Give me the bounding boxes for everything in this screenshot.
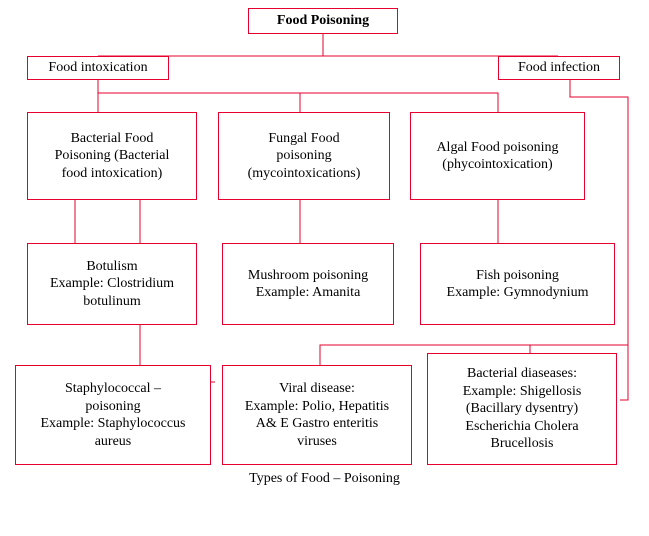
node-fish: Fish poisoningExample: Gymnodynium bbox=[420, 243, 615, 325]
node-label: Fish poisoningExample: Gymnodynium bbox=[447, 267, 589, 302]
node-label: Food infection bbox=[518, 59, 600, 77]
node-label: Fungal Foodpoisoning(mycointoxications) bbox=[248, 130, 361, 183]
node-food-infection: Food infection bbox=[498, 56, 620, 80]
node-algal: Algal Food poisoning(phycointoxication) bbox=[410, 112, 585, 200]
node-botulism: BotulismExample: Clostridiumbotulinum bbox=[27, 243, 197, 325]
node-bacterial-intox: Bacterial FoodPoisoning (Bacterialfood i… bbox=[27, 112, 197, 200]
node-label: Bacterial diaseases:Example: Shigellosis… bbox=[463, 365, 582, 453]
node-label: Bacterial FoodPoisoning (Bacterialfood i… bbox=[55, 130, 170, 183]
node-food-intoxication: Food intoxication bbox=[27, 56, 169, 80]
node-viral: Viral disease:Example: Polio, HepatitisA… bbox=[222, 365, 412, 465]
node-label: Food intoxication bbox=[48, 59, 147, 77]
node-root: Food Poisoning bbox=[248, 8, 398, 34]
node-mushroom: Mushroom poisoningExample: Amanita bbox=[222, 243, 394, 325]
node-staphylococcal: Staphylococcal –poisoningExample: Staphy… bbox=[15, 365, 211, 465]
node-bacterial-diseases: Bacterial diaseases:Example: Shigellosis… bbox=[427, 353, 617, 465]
node-fungal: Fungal Foodpoisoning(mycointoxications) bbox=[218, 112, 390, 200]
diagram-caption: Types of Food – Poisoning bbox=[0, 471, 649, 487]
caption-text: Types of Food – Poisoning bbox=[249, 471, 400, 486]
node-label: BotulismExample: Clostridiumbotulinum bbox=[50, 258, 174, 311]
node-label: Mushroom poisoningExample: Amanita bbox=[248, 267, 368, 302]
node-label: Algal Food poisoning(phycointoxication) bbox=[436, 139, 558, 174]
node-label: Staphylococcal –poisoningExample: Staphy… bbox=[40, 380, 185, 450]
node-label: Viral disease:Example: Polio, HepatitisA… bbox=[245, 380, 389, 450]
node-label: Food Poisoning bbox=[277, 12, 369, 30]
